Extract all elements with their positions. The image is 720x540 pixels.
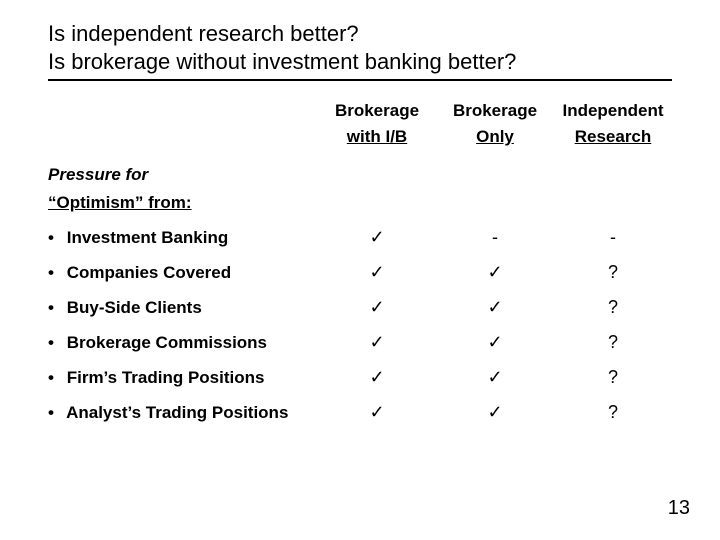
table-row: • Investment Banking✓-- [48,227,672,248]
table-row: • Buy-Side Clients✓✓? [48,297,672,318]
cell: ✓ [318,227,436,248]
cell: ? [554,297,672,318]
title-line-2: Is brokerage without investment banking … [48,48,672,76]
row-label: • Analyst’s Trading Positions [48,403,318,423]
row-label: • Companies Covered [48,263,318,283]
cell: ✓ [318,332,436,353]
comparison-table: Brokerage Brokerage Independent with I/B… [48,101,672,423]
table-row: • Firm’s Trading Positions✓✓? [48,367,672,388]
section-sublabel: “Optimism” from: [48,193,672,213]
section-label: Pressure for [48,165,672,185]
cell: ? [554,402,672,423]
cell: ? [554,332,672,353]
rows-container: • Investment Banking✓--• Companies Cover… [48,227,672,423]
title-line-1: Is independent research better? [48,20,672,48]
cell: ? [554,262,672,283]
table-row: • Brokerage Commissions✓✓? [48,332,672,353]
row-label: • Investment Banking [48,228,318,248]
page-number: 13 [668,497,690,520]
cell: - [436,227,554,248]
cell: ✓ [436,297,554,318]
cell: ✓ [318,367,436,388]
slide: Is independent research better? Is broke… [0,0,720,540]
header-col1-bot: with I/B [318,127,436,147]
cell: - [554,227,672,248]
header-col2-bot: Only [436,127,554,147]
header-col3-bot: Research [554,127,672,147]
cell: ✓ [318,297,436,318]
table-row: • Companies Covered✓✓? [48,262,672,283]
header-col2-top: Brokerage [436,101,554,121]
header-row-bottom: with I/B Only Research [48,127,672,147]
cell: ✓ [436,332,554,353]
row-label: • Buy-Side Clients [48,298,318,318]
header-row-top: Brokerage Brokerage Independent [48,101,672,121]
row-label: • Firm’s Trading Positions [48,368,318,388]
header-col3-top: Independent [554,101,672,121]
cell: ✓ [318,402,436,423]
table-row: • Analyst’s Trading Positions✓✓? [48,402,672,423]
cell: ✓ [436,367,554,388]
cell: ✓ [318,262,436,283]
cell: ✓ [436,402,554,423]
row-label: • Brokerage Commissions [48,333,318,353]
cell: ✓ [436,262,554,283]
title-block: Is independent research better? Is broke… [48,20,672,81]
header-col1-top: Brokerage [318,101,436,121]
cell: ? [554,367,672,388]
